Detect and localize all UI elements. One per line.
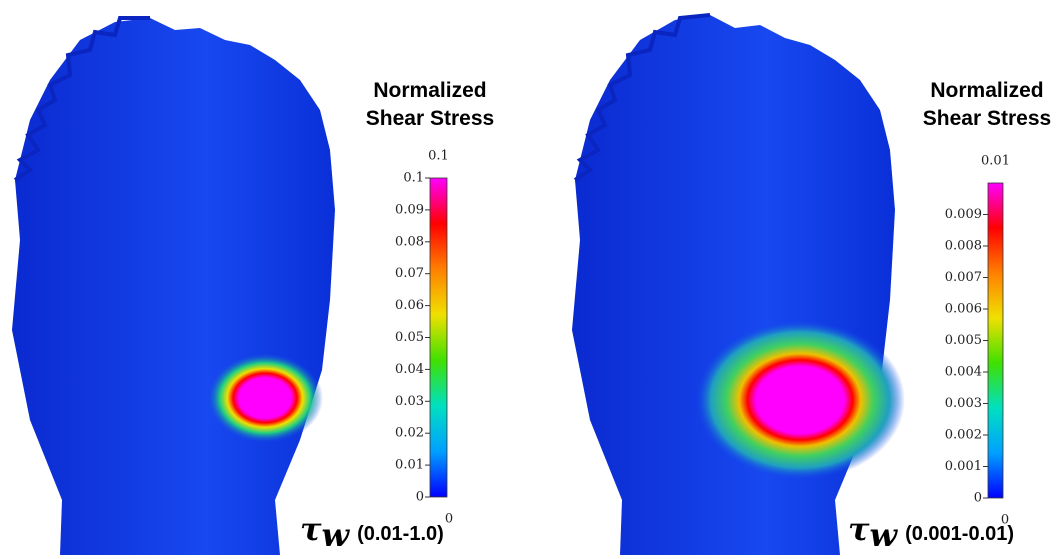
- tick-label: 0.07: [395, 266, 424, 281]
- tick-label: 0.1: [403, 171, 424, 186]
- tick-label: 0.004: [945, 365, 982, 380]
- tick-label: 0.008: [945, 239, 982, 254]
- colorbar-title: Shear Stress: [923, 107, 1051, 130]
- tick-label: 0: [416, 490, 424, 505]
- tick-label: 0.06: [395, 298, 424, 313]
- tick-label: 0.002: [945, 428, 982, 443]
- tick-label: 0.05: [395, 330, 424, 345]
- colorbar-title: Shear Stress: [366, 107, 494, 130]
- colorbar-max-label: 0.01: [981, 154, 1010, 169]
- caption-subscript: w: [322, 516, 351, 554]
- tick-label: 0.005: [945, 333, 982, 348]
- hotspot: [207, 353, 323, 443]
- tick-label: 0.009: [945, 207, 982, 222]
- tick-label: 0.08: [395, 234, 424, 249]
- colorbar-max-label: 0.1: [428, 149, 449, 164]
- figure: Normalized Shear Stress 0.1 0 0.01 0.02 0.03 0.…: [0, 0, 1061, 559]
- tick-label: 0.02: [395, 426, 424, 441]
- face-left: [12, 18, 335, 555]
- caption-symbol: τ: [848, 510, 870, 548]
- caption-symbol: τ: [300, 510, 322, 548]
- caption-range: (0.01-1.0): [357, 523, 444, 545]
- face-right: [572, 15, 905, 555]
- caption-subscript: w: [870, 516, 899, 554]
- caption: τw (0.001-0.01): [848, 510, 1014, 554]
- colorbar-min-label: 0: [445, 512, 453, 527]
- hotspot: [695, 320, 905, 480]
- colorbar-title: Normalized: [373, 79, 486, 102]
- caption: τw (0.01-1.0): [300, 510, 444, 554]
- tick-label: 0.007: [945, 270, 982, 285]
- face-shape: [12, 18, 335, 555]
- tick-label: 0.001: [945, 459, 982, 474]
- colorbar-bar: [988, 183, 1003, 498]
- tick-label: 0.006: [945, 302, 982, 317]
- tick-label: 0.03: [395, 394, 424, 409]
- tick-label: 0.003: [945, 396, 982, 411]
- caption-range: (0.001-0.01): [905, 523, 1014, 545]
- tick-label: 0.01: [395, 458, 424, 473]
- face-shape: [572, 15, 895, 555]
- tick-label: 0: [974, 491, 982, 506]
- colorbar-title: Normalized: [930, 79, 1043, 102]
- tick-label: 0.04: [395, 362, 424, 377]
- tick-label: 0.09: [395, 202, 424, 217]
- colorbar-bar: [430, 178, 447, 497]
